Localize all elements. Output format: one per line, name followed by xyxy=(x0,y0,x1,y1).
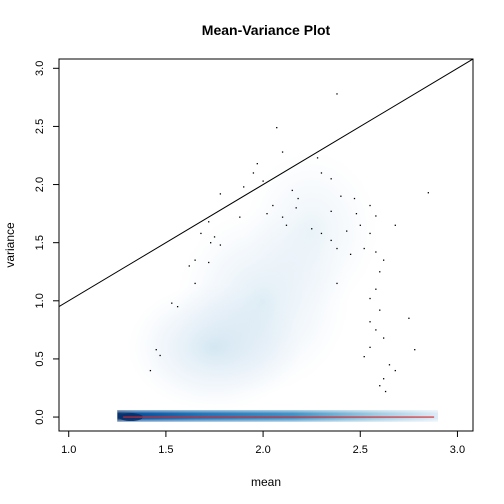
data-point xyxy=(336,93,338,95)
x-axis-label: mean xyxy=(251,475,281,489)
data-point xyxy=(369,321,371,323)
y-tick-label: 2.0 xyxy=(34,177,46,192)
data-point xyxy=(369,346,371,348)
data-point xyxy=(188,265,190,267)
data-point xyxy=(408,317,410,319)
data-point xyxy=(171,302,173,304)
data-point xyxy=(379,309,381,311)
data-point xyxy=(295,207,297,209)
data-point xyxy=(375,251,377,253)
data-point xyxy=(359,224,361,226)
y-tick-label: 1.5 xyxy=(34,235,46,250)
y-tick-label: 3.0 xyxy=(34,61,46,76)
data-point xyxy=(276,126,278,129)
data-point xyxy=(369,297,371,300)
data-point xyxy=(272,204,274,207)
data-point xyxy=(369,204,371,207)
data-point xyxy=(382,337,385,339)
data-point xyxy=(375,329,377,331)
data-point xyxy=(414,349,416,351)
data-point xyxy=(297,197,299,200)
data-point xyxy=(363,247,365,250)
y-tick-label: 0.5 xyxy=(34,351,46,366)
data-point xyxy=(379,385,381,387)
data-point xyxy=(336,247,338,250)
data-point xyxy=(394,224,396,226)
data-point xyxy=(382,378,385,380)
data-point xyxy=(340,195,342,197)
data-point xyxy=(239,216,241,218)
data-point xyxy=(210,242,212,244)
data-point xyxy=(194,282,196,285)
data-point xyxy=(336,282,338,285)
data-point xyxy=(200,232,202,235)
data-point xyxy=(363,356,365,358)
data-point xyxy=(281,216,284,218)
data-point xyxy=(243,186,245,188)
data-point xyxy=(155,349,157,351)
data-point xyxy=(213,236,216,238)
y-tick-label: 1.0 xyxy=(34,293,46,308)
x-axis: 1.0 1.5 2.0 2.5 3.0 xyxy=(61,431,465,456)
y-tick-label: 2.5 xyxy=(34,119,46,134)
data-point xyxy=(281,151,284,153)
y-tick-label: 0.0 xyxy=(34,409,46,424)
plot-frame xyxy=(58,58,474,432)
data-point xyxy=(355,213,358,215)
data-point xyxy=(159,354,161,357)
x-tick-label: 1.5 xyxy=(158,444,173,456)
chart-title: Mean-Variance Plot xyxy=(202,22,331,38)
data-point xyxy=(219,193,222,195)
data-point xyxy=(316,157,319,159)
data-point xyxy=(252,172,255,174)
data-point xyxy=(384,390,387,393)
data-point xyxy=(353,197,356,200)
data-point xyxy=(320,232,323,235)
x-tick-label: 2.0 xyxy=(255,444,270,456)
x-tick-label: 3.0 xyxy=(450,444,465,456)
x-tick-label: 2.5 xyxy=(353,444,368,456)
data-point xyxy=(285,224,288,226)
density-band-fade xyxy=(117,410,439,422)
density-cloud-region-2 xyxy=(243,149,380,313)
data-point xyxy=(330,210,332,212)
data-point xyxy=(388,364,391,366)
data-point xyxy=(379,271,381,273)
data-point xyxy=(311,228,313,230)
data-point xyxy=(375,215,377,217)
data-point xyxy=(176,306,179,308)
data-point xyxy=(382,259,385,261)
data-point xyxy=(320,172,323,174)
data-point xyxy=(330,239,332,242)
plot-area xyxy=(59,59,473,422)
data-point xyxy=(149,369,152,372)
data-point xyxy=(194,259,196,261)
density-cloud xyxy=(127,149,380,412)
data-point xyxy=(208,221,210,223)
density-core-band xyxy=(117,410,439,422)
data-point xyxy=(346,230,348,232)
data-point xyxy=(262,180,264,182)
identity-reference-line xyxy=(59,59,473,308)
data-point xyxy=(266,213,268,215)
data-point xyxy=(369,232,371,235)
data-point xyxy=(375,288,377,290)
y-axis-label: variance xyxy=(3,222,17,268)
data-point xyxy=(291,189,293,192)
data-point xyxy=(394,369,396,372)
data-point xyxy=(219,244,222,246)
data-point xyxy=(256,163,258,165)
outlier-points xyxy=(149,93,429,393)
x-tick-label: 1.0 xyxy=(61,444,76,456)
data-point xyxy=(349,253,352,255)
data-point xyxy=(330,178,332,180)
data-point xyxy=(427,192,429,194)
data-point xyxy=(208,261,210,264)
y-axis: 0.0 0.5 1.0 1.5 2.0 2.5 3.0 xyxy=(34,61,59,425)
